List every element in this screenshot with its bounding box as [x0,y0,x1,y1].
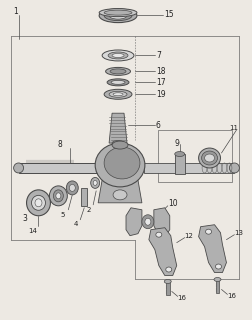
Ellipse shape [53,190,63,202]
Ellipse shape [104,147,139,179]
Text: 13: 13 [233,230,242,236]
Ellipse shape [113,190,127,200]
Text: 16: 16 [227,293,236,300]
Ellipse shape [213,277,220,282]
Ellipse shape [105,68,130,76]
Ellipse shape [102,50,133,61]
Ellipse shape [112,140,123,146]
Ellipse shape [198,148,219,168]
Ellipse shape [174,152,184,156]
Ellipse shape [215,264,220,269]
Ellipse shape [205,229,211,234]
Ellipse shape [144,218,150,225]
Polygon shape [153,208,169,236]
Text: 12: 12 [184,233,193,239]
Text: 2: 2 [86,207,90,213]
Ellipse shape [26,190,50,216]
Ellipse shape [204,154,214,162]
Text: 7: 7 [155,51,160,60]
Bar [215,279,219,293]
Ellipse shape [104,10,132,15]
Polygon shape [198,225,226,273]
Ellipse shape [112,141,128,149]
Bar [165,282,169,295]
Text: 11: 11 [229,125,237,131]
Ellipse shape [108,52,128,59]
Ellipse shape [107,79,129,86]
Ellipse shape [32,195,45,210]
Text: 10: 10 [167,199,177,208]
Ellipse shape [109,91,127,97]
Ellipse shape [14,163,23,173]
Ellipse shape [93,180,97,185]
Bar [19,163,105,173]
Polygon shape [109,113,127,143]
Ellipse shape [49,186,67,206]
Text: 14: 14 [28,228,37,234]
Ellipse shape [35,199,42,207]
Text: 8: 8 [57,140,62,148]
Ellipse shape [66,181,78,195]
Ellipse shape [104,89,132,99]
Text: 5: 5 [60,212,65,218]
Bar [157,130,232,182]
Polygon shape [125,208,141,236]
Ellipse shape [164,279,171,284]
Text: 19: 19 [155,90,165,99]
Text: 18: 18 [155,67,165,76]
Ellipse shape [110,69,125,74]
Text: 15: 15 [163,10,173,19]
Text: 3: 3 [22,214,27,223]
Ellipse shape [56,193,61,199]
Ellipse shape [165,267,171,272]
Polygon shape [148,228,176,276]
Ellipse shape [109,12,127,19]
Ellipse shape [104,11,132,20]
Bar [143,163,233,173]
Ellipse shape [111,80,124,84]
Ellipse shape [229,163,238,173]
Ellipse shape [201,151,217,165]
Ellipse shape [99,9,136,17]
Ellipse shape [113,93,122,96]
Ellipse shape [112,53,123,58]
Bar [81,188,87,206]
Text: 17: 17 [155,78,165,87]
Text: 9: 9 [174,139,179,148]
Text: 4: 4 [73,221,77,227]
Ellipse shape [90,177,99,188]
Ellipse shape [69,184,75,191]
Polygon shape [98,180,141,203]
Ellipse shape [155,232,161,237]
Ellipse shape [95,143,144,187]
Text: 16: 16 [177,295,186,301]
Text: 6: 6 [155,121,160,130]
Ellipse shape [99,9,136,23]
Text: 1: 1 [14,7,18,16]
Bar [174,154,184,174]
Ellipse shape [141,215,153,229]
